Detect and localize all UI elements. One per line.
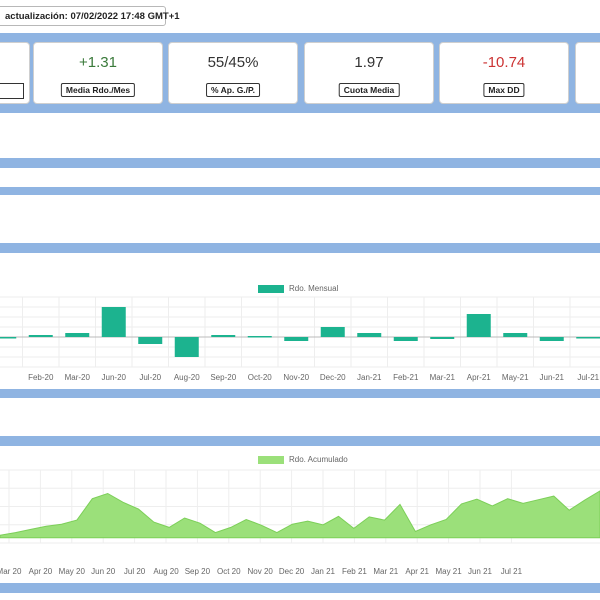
section-divider	[0, 187, 600, 195]
stat-label-partial	[0, 83, 24, 99]
legend-swatch	[258, 284, 284, 293]
x-tick-label: Nov-20	[283, 373, 309, 382]
stat-card-partial-left	[0, 42, 30, 104]
x-tick-label: Dec 20	[279, 567, 305, 576]
x-tick-label: May-21	[502, 373, 529, 382]
legend-swatch	[258, 455, 284, 464]
x-tick-label: Jul 21	[501, 567, 523, 576]
bar	[320, 327, 345, 337]
section-divider	[0, 158, 600, 168]
bar	[247, 336, 272, 338]
stat-card-partial-right	[575, 42, 600, 104]
stat-value: 1.97	[354, 54, 384, 71]
stat-card-max-dd: -10.74 Max DD	[439, 42, 569, 104]
bar	[0, 337, 17, 339]
x-tick-label: Aug-20	[174, 373, 200, 382]
x-tick-label: Jul-21	[577, 373, 599, 382]
x-tick-label: Apr-21	[467, 373, 492, 382]
stat-card-cuota-media: 1.97 Cuota Media	[304, 42, 434, 104]
bar	[357, 333, 382, 337]
stat-card-media-rdo: +1.31 Media Rdo./Mes	[33, 42, 163, 104]
section-divider	[0, 436, 600, 446]
x-tick-label: Jan-21	[357, 373, 382, 382]
bar	[284, 337, 309, 341]
section-divider	[0, 243, 600, 253]
monthly-chart-legend: Rdo. Mensual	[258, 284, 338, 293]
bar	[28, 335, 53, 337]
x-tick-label: Jul-20	[139, 373, 161, 382]
x-tick-label: Oct 20	[217, 567, 241, 576]
legend-label: Rdo. Mensual	[289, 284, 339, 293]
x-tick-label: Feb-20	[28, 373, 54, 382]
x-tick-label: Dec-20	[320, 373, 346, 382]
bar	[430, 337, 455, 339]
bar	[65, 333, 90, 337]
x-tick-label: Jul 20	[124, 567, 146, 576]
stat-label: Media Rdo./Mes	[60, 83, 136, 97]
x-tick-label: Jun-21	[540, 373, 565, 382]
bar	[174, 337, 199, 357]
stat-label: Cuota Media	[338, 83, 400, 97]
section-divider	[0, 389, 600, 398]
x-tick-label: Apr 21	[405, 567, 429, 576]
x-tick-label: Jun-20	[102, 373, 127, 382]
x-tick-label: Feb-21	[393, 373, 419, 382]
stat-value: 55/45%	[207, 54, 259, 71]
legend-label: Rdo. Acumulado	[289, 455, 348, 464]
bar	[503, 333, 528, 337]
bar	[539, 337, 564, 341]
monthly-results-chart: Feb-20 Mar-20 Jun-20 Jul-20 Aug-20 Sep-20 Oct-…	[0, 296, 600, 382]
stat-card-ap-gp: 55/45% % Ap. G./P.	[168, 42, 298, 104]
x-tick-label: Jun 21	[468, 567, 493, 576]
section-divider	[0, 583, 600, 593]
bar	[393, 337, 418, 341]
bar	[101, 307, 126, 337]
x-tick-label: Aug 20	[153, 567, 179, 576]
x-tick-label: Mar-20	[65, 373, 91, 382]
x-tick-label: May 20	[59, 567, 86, 576]
x-tick-label: Apr 20	[29, 567, 53, 576]
cumulative-area	[0, 490, 600, 539]
stat-value: +1.31	[79, 54, 117, 71]
cumulative-results-chart: Mar 20 Apr 20 May 20 Jun 20 Jul 20 Aug 20 Sep …	[0, 469, 600, 576]
x-tick-label: Sep-20	[210, 373, 236, 382]
x-tick-label: Mar 21	[373, 567, 398, 576]
x-tick-label: Sep 20	[185, 567, 211, 576]
x-tick-label: Mar 20	[0, 567, 22, 576]
bar	[576, 337, 600, 339]
x-tick-label: Feb 21	[342, 567, 367, 576]
bar	[211, 335, 236, 337]
x-tick-label: Oct-20	[248, 373, 273, 382]
bar	[138, 337, 163, 344]
stat-label: Max DD	[483, 83, 525, 97]
stat-value: -10.74	[482, 54, 526, 71]
cumulative-chart-legend: Rdo. Acumulado	[258, 455, 348, 464]
x-tick-label: Mar-21	[430, 373, 456, 382]
stat-label: % Ap. G./P.	[206, 83, 260, 97]
x-tick-label: Jan 21	[311, 567, 336, 576]
last-update-label: actualización: 07/02/2022 17:48 GMT+1	[0, 6, 180, 26]
bar	[466, 314, 491, 337]
x-tick-label: May 21	[435, 567, 462, 576]
x-tick-label: Nov 20	[248, 567, 274, 576]
x-tick-label: Jun 20	[91, 567, 116, 576]
